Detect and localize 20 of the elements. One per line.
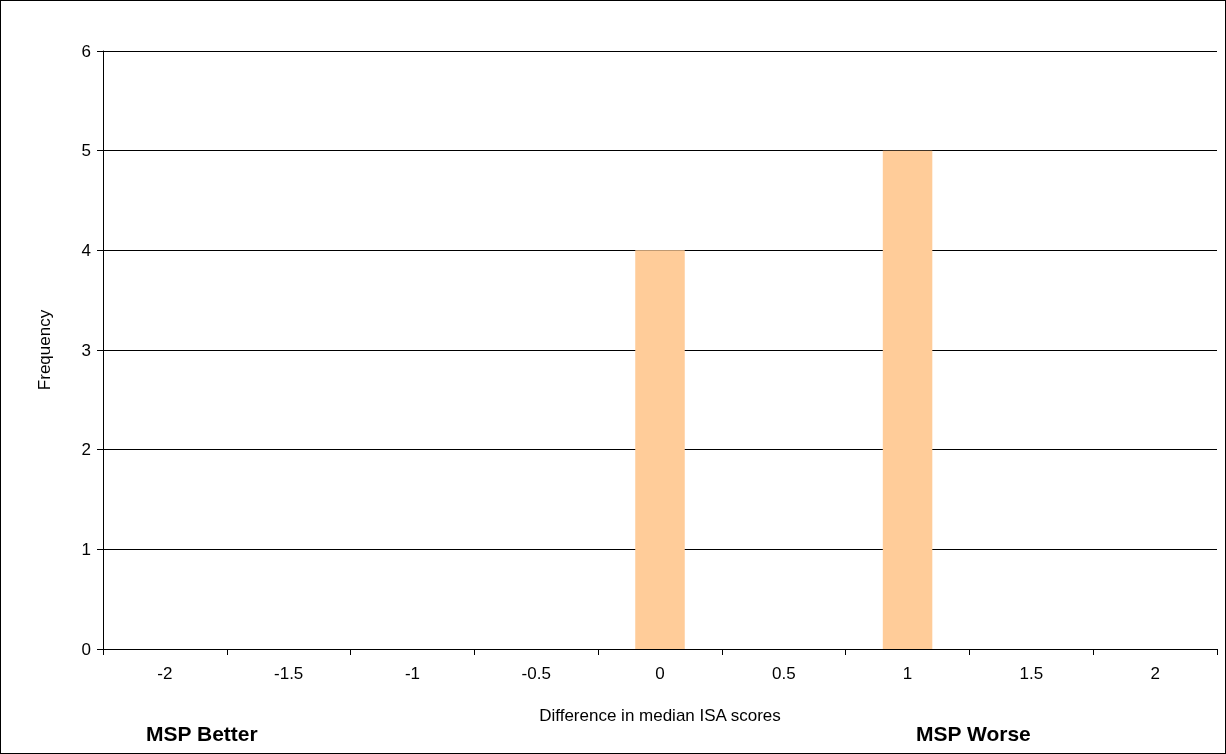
y-tick-label: 2 xyxy=(81,440,91,460)
x-tick-label: 0 xyxy=(655,664,665,683)
y-axis-title: Frequency xyxy=(35,309,54,391)
x-tick-label: -0.5 xyxy=(521,664,551,683)
x-tick-label: 1 xyxy=(902,664,913,683)
x-tick-label: -2 xyxy=(157,664,173,683)
x-axis-title: Difference in median ISA scores xyxy=(539,706,781,725)
text: MSP Better xyxy=(146,722,258,745)
x-tick-label: -1.5 xyxy=(274,664,304,683)
x-tick-label: -1 xyxy=(404,664,421,683)
y-tick-label: 6 xyxy=(81,41,91,61)
y-tick-label: 1 xyxy=(81,539,91,559)
x-tick-label: 0.5 xyxy=(771,664,796,683)
y-tick-label: 4 xyxy=(81,240,91,260)
y-tick-label: 0 xyxy=(81,639,91,659)
y-tick-label: 3 xyxy=(81,340,91,360)
x-tick-label: 1.5 xyxy=(1019,664,1044,683)
y-tick-label: 5 xyxy=(81,141,91,161)
x-tick-label: 2 xyxy=(1150,664,1160,683)
text: MSP Worse xyxy=(916,722,1031,745)
